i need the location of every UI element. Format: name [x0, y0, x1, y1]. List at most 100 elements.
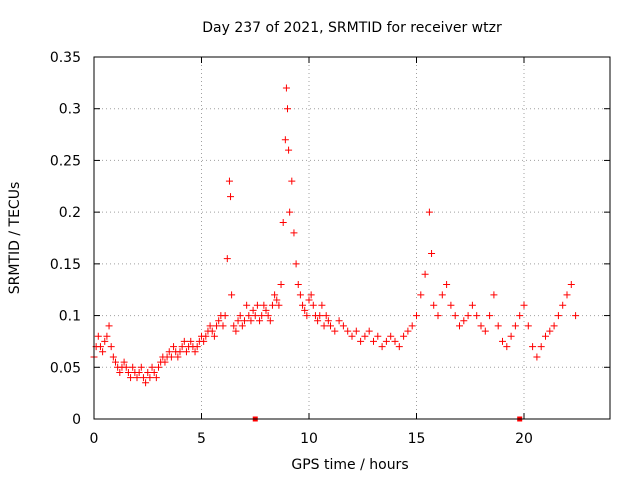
data-point	[230, 322, 238, 330]
y-tick-label: 0.3	[59, 102, 81, 118]
data-point	[542, 332, 549, 340]
data-point	[234, 317, 242, 325]
data-point	[537, 343, 545, 351]
data-point	[176, 348, 184, 356]
data-point	[335, 317, 343, 325]
data-point	[309, 301, 317, 309]
data-point	[208, 327, 216, 335]
data-point	[144, 368, 152, 376]
data-point	[150, 368, 158, 376]
data-point	[468, 301, 476, 309]
data-point	[395, 343, 403, 351]
y-tick-label: 0.15	[50, 257, 81, 273]
data-point	[460, 317, 468, 325]
data-point	[365, 327, 373, 335]
grid	[94, 57, 610, 419]
data-point	[288, 177, 296, 185]
data-point	[273, 296, 281, 304]
data-point	[281, 136, 289, 144]
x-axis-label: GPS time / hours	[291, 457, 408, 473]
data-point	[417, 291, 425, 299]
data-point	[299, 301, 307, 309]
data-point	[256, 317, 264, 325]
data-point	[243, 301, 251, 309]
y-tick-label: 0.35	[50, 50, 81, 66]
data-point	[421, 270, 429, 278]
data-point	[202, 332, 210, 340]
data-point	[307, 291, 315, 299]
data-point	[520, 301, 528, 309]
data-point	[253, 301, 261, 309]
data-point	[344, 327, 352, 335]
data-point	[148, 363, 156, 371]
x-tick-label: 20	[515, 431, 533, 447]
data-point	[361, 332, 369, 340]
data-point	[213, 322, 221, 330]
data-point	[286, 208, 294, 216]
data-point	[563, 291, 571, 299]
data-point	[327, 322, 334, 330]
data-point	[193, 343, 201, 351]
data-point	[559, 301, 567, 309]
data-point	[268, 301, 276, 309]
data-point	[499, 337, 506, 345]
data-point	[219, 322, 227, 330]
data-point	[228, 291, 236, 299]
data-point	[324, 317, 332, 325]
data-point	[352, 327, 360, 335]
data-point	[200, 337, 208, 345]
data-point	[105, 322, 113, 330]
data-point	[494, 322, 502, 330]
data-point	[135, 368, 143, 376]
data-point	[262, 306, 270, 314]
data-point	[122, 363, 130, 371]
data-point	[191, 348, 199, 356]
data-point	[314, 317, 322, 325]
data-point	[357, 337, 365, 345]
data-point	[109, 353, 117, 361]
data-point	[408, 322, 416, 330]
data-point	[378, 343, 386, 351]
x-tick-label: 10	[300, 431, 318, 447]
data-point	[284, 105, 291, 113]
data-point	[546, 327, 554, 335]
plot-frame	[93, 56, 611, 420]
data-point	[370, 337, 377, 345]
data-point	[167, 353, 175, 361]
data-point	[400, 332, 408, 340]
y-tick-label: 0	[72, 412, 81, 428]
y-tick-label: 0.05	[50, 360, 81, 376]
data-point	[481, 327, 489, 335]
data-point	[170, 343, 178, 351]
data-point	[382, 337, 390, 345]
data-point	[187, 337, 195, 345]
data-point	[425, 208, 433, 216]
data-point	[443, 281, 451, 289]
data-point	[572, 312, 580, 320]
data-point	[294, 281, 302, 289]
data-point	[503, 343, 511, 351]
data-point	[511, 322, 519, 330]
data-point	[507, 332, 515, 340]
data-point	[96, 343, 104, 351]
data-point	[318, 301, 326, 309]
axes: 0 0.05 0.1 0.15 0.2 0.25 0.3 0.35 0 5 10 15 20	[50, 50, 610, 447]
data-point	[428, 250, 436, 258]
data-point	[413, 312, 420, 320]
data-point	[305, 296, 313, 304]
data-point	[210, 332, 218, 340]
data-point	[516, 312, 524, 320]
data-point	[529, 343, 537, 351]
data-point	[279, 218, 287, 226]
x-tick-label: 15	[408, 431, 426, 447]
data-point	[94, 332, 102, 340]
data-point	[339, 322, 347, 330]
x-tick-label: 0	[90, 431, 99, 447]
data-point	[292, 260, 300, 268]
data-point	[178, 343, 186, 351]
data-point	[127, 374, 135, 382]
data-point	[142, 379, 150, 387]
y-axis-label: SRMTID / TECUs	[7, 182, 23, 295]
data-point	[486, 312, 494, 320]
